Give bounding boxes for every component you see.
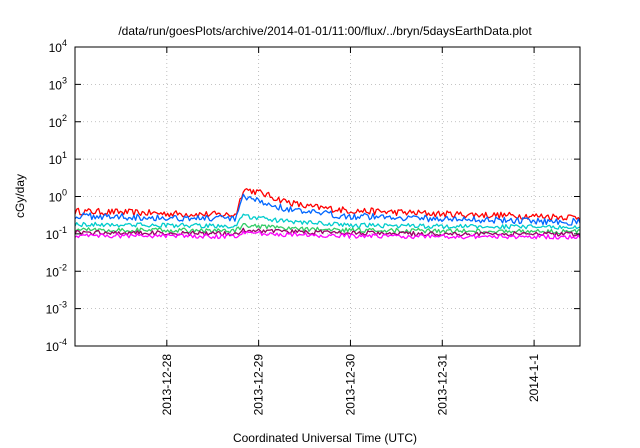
series-line [74, 188, 581, 221]
grid-lines [75, 47, 580, 346]
series-line [74, 230, 581, 240]
x-tick-label: 2013-12-30 [343, 354, 357, 416]
y-tick-label: 10-1 [46, 225, 67, 242]
y-axis-label: cGy/day [13, 174, 27, 218]
x-axis-ticks: 2013-12-28 2013-12-29 2013-12-30 2013-12-31… [160, 47, 541, 415]
y-tick-label: 100 [49, 188, 67, 205]
series-group [74, 188, 581, 240]
series-line [74, 213, 581, 230]
y-tick-label: 104 [49, 38, 67, 55]
y-axis-ticks: 10-4 10-3 10-2 10-1 100 101 102 103 104 [46, 38, 580, 354]
series-line [74, 227, 581, 237]
series-line [74, 193, 581, 226]
x-tick-label: 2014-1-1 [527, 354, 541, 402]
y-tick-label: 10-3 [46, 300, 67, 317]
y-tick-label: 101 [49, 150, 67, 167]
y-tick-label: 10-4 [46, 337, 67, 354]
x-axis-label: Coordinated Universal Time (UTC) [233, 431, 417, 445]
x-tick-label: 2013-12-29 [252, 354, 266, 416]
y-tick-label: 10-2 [46, 262, 67, 279]
x-tick-label: 2013-12-31 [435, 354, 449, 416]
chart-title: /data/run/goesPlots/archive/2014-01-01/1… [118, 24, 532, 38]
y-tick-label: 103 [49, 75, 67, 92]
x-tick-label: 2013-12-28 [160, 354, 174, 416]
y-tick-label: 102 [49, 113, 67, 130]
